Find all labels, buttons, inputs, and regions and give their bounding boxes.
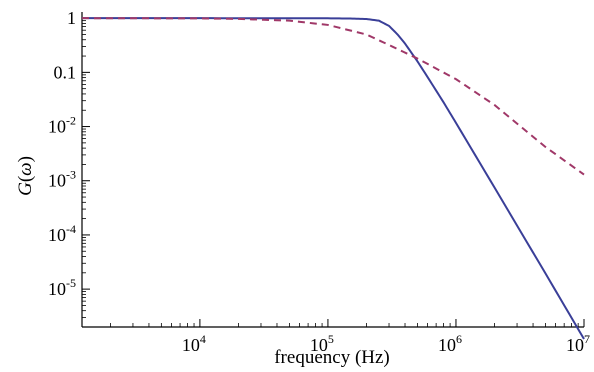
x-ticks: 104 105 106 107 (110, 319, 590, 355)
x-tick-label: 104 (182, 332, 206, 355)
series-line-1 (82, 17, 585, 340)
y-axis-label-main: G (15, 182, 36, 196)
y-tick-label: 10-2 (48, 114, 76, 137)
y-tick-label: 10-3 (48, 168, 76, 191)
series-line-2 (81, 17, 585, 176)
y-axis-label: G(ω) (15, 156, 36, 196)
y-tick-label: 0.1 (54, 62, 77, 82)
chart-axes (81, 12, 584, 328)
x-axis-label: frequency (Hz) (274, 347, 390, 368)
y-ticks: 1 0.1 10-2 10-3 10-4 10-5 (48, 8, 90, 328)
x-tick-label: 105 (310, 332, 334, 355)
y-tick-label: 1 (67, 8, 76, 28)
x-tick-label: 107 (566, 332, 590, 355)
y-tick-label: 10-4 (48, 222, 76, 245)
x-tick-label: 106 (438, 332, 462, 355)
y-axis-label-var: ω (15, 162, 36, 175)
y-axis-label-open: ( (15, 176, 36, 182)
y-axis-label-close: ) (15, 156, 36, 162)
y-tick-label: 10-5 (48, 276, 76, 299)
series-layer (81, 17, 585, 340)
